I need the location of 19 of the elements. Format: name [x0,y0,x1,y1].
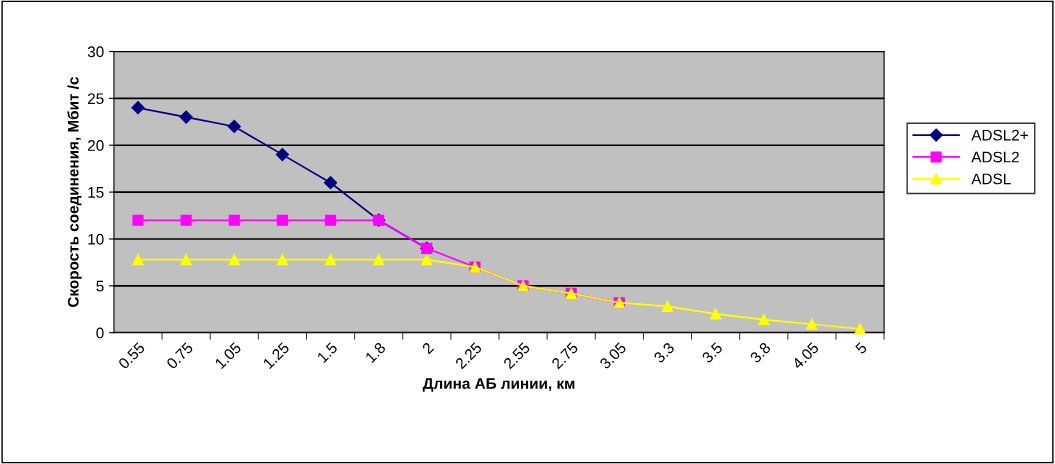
x-tick-label: 3.8 [749,341,772,364]
x-axis-title: Длина АБ линии, км [422,378,575,392]
x-tick-label: 5 [854,341,868,355]
y-tick-label: 0 [96,327,104,339]
legend-label: ADSL [971,173,1011,185]
legend-label: ADSL2 [971,151,1019,163]
y-tick-label: 15 [88,187,104,198]
x-tick-label: 3.3 [653,341,675,364]
x-tick-label: 3.5 [701,341,724,364]
x-tick-label: 1.5 [316,341,339,364]
x-tick-label: 2 [421,341,435,355]
legend-label: ADSL2+ [971,129,1028,141]
y-tick-label: 25 [87,93,104,105]
y-tick-label: 20 [87,140,104,151]
y-tick-label: 5 [96,280,104,292]
y-axis-title: Скорость соединения, Мбит /с [67,77,82,307]
y-tick-label: 10 [88,233,104,245]
x-tick-label: 1.8 [364,341,387,364]
y-tick-label: 30 [87,46,104,58]
